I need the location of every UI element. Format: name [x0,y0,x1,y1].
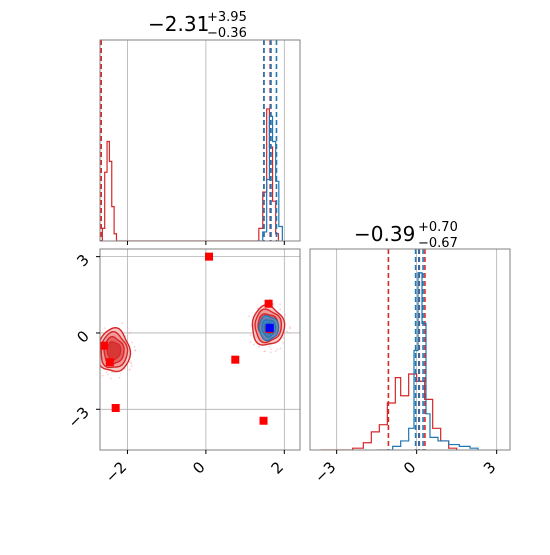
panel2-sample-point-0-69 [129,331,132,334]
panel2-sample-point-0-46 [96,344,98,346]
panel2-x-tick-label-1: 0 [189,458,208,477]
panel2-sample-point-1-13 [289,327,292,330]
panel2-sample-point-1-18 [269,351,272,354]
panel2-sample-point-0-67 [107,373,109,376]
panel2-sample-point-1-69 [288,332,291,334]
panel2-sample-point-0-40 [118,376,121,379]
panel1-title-plus: +3.95 [207,10,247,25]
axes-layer: −2 0 2 −3 0 3 −3 0 3 [64,39,511,486]
panel1-hist-series-0 [100,108,280,241]
panel2-sample-point-1-47 [279,303,282,306]
panel2-sample-point-0-26 [101,374,104,377]
panel2-red-marker-3 [205,252,214,261]
panel2-x-tick-label-2: 2 [268,458,287,477]
panel2-sample-point-1-33 [268,345,271,348]
panel2-scatter [95,249,300,450]
panel3-x-tick-label-2: 3 [480,458,499,477]
panel2-sample-point-0-62 [121,322,123,325]
panel2-sample-point-0-14 [130,364,133,367]
panel2-sample-point-1-60 [286,330,288,333]
panel1-title-minus: −0.36 [207,26,247,41]
panel2-red-marker-6 [259,416,268,425]
panel2-sample-point-1-38 [249,341,252,344]
panel2-y-tick-label-0: −3 [64,403,92,431]
panel3-x-tick-label-1: 0 [400,458,419,477]
panel2-sample-point-0-33 [124,367,127,370]
panel2-sample-point-0-49 [128,368,131,371]
panel2-red-marker-2 [111,404,120,413]
panel2-sample-point-0-59 [134,349,136,352]
panel2-sample-point-1-9 [256,307,259,310]
panel2-red-marker-5 [231,355,240,364]
panel2-red-marker-7 [264,299,273,308]
panel2-sample-point-0-5 [105,371,108,374]
panel3-title: −0.39 [354,222,415,246]
panel2-red-marker-0 [100,341,108,350]
panel2-sample-point-1-30 [276,348,279,351]
panel2-sample-point-1-67 [279,347,282,350]
panel3-title-value: −0.39 [354,222,415,246]
panel2-sample-point-0-20 [110,377,112,380]
panel2-sample-point-1-46 [274,350,277,353]
panel2-sample-point-1-66 [264,350,266,353]
panel1-title: −2.31 [148,12,209,36]
panel2-contour-0-3 [106,341,122,362]
panel1-title-value: −2.31 [148,12,209,36]
panel2-sample-point-1-59 [248,315,250,318]
panel2-sample-point-0-61 [133,346,136,348]
panel2-sample-point-0-63 [96,360,98,362]
panel1-frame [99,39,301,242]
panel2-sample-point-0-66 [131,341,133,344]
panel2-sample-point-0-3 [103,327,106,330]
panel1-histogram [100,40,285,241]
panel2-sample-point-1-0 [279,308,282,311]
panel2-sample-point-1-43 [257,346,260,348]
panel2-sample-point-1-31 [282,336,285,339]
panel3-x-tick-label-0: −3 [311,458,339,486]
panel3-title-minus: −0.67 [418,236,458,251]
panel2-frame [99,248,301,451]
panel2-y-tick-label-1: 0 [73,327,92,346]
panel2-sample-point-0-10 [130,362,133,365]
panel2-sample-point-0-47 [126,327,129,330]
panel2-sample-point-0-4 [113,371,116,374]
panel2-sample-point-1-58 [270,348,273,351]
panel2-sample-point-0-41 [128,332,130,335]
panel3-hist-series-1 [376,272,479,450]
panel2-blue-marker [265,323,274,332]
panel2-y-tick-label-2: 3 [73,251,92,270]
panel1-hist-series-1 [256,115,283,241]
panel2-sample-point-0-12 [128,361,131,364]
panel3-title-plus: +0.70 [418,220,458,235]
panel3-frame [309,248,511,451]
panel3-hist-series-0 [320,373,458,450]
panel2-sample-point-1-29 [284,314,287,316]
panel2-red-marker-1 [105,358,114,367]
panel2-sample-point-1-14 [252,343,255,346]
panel2-sample-point-0-35 [95,351,97,353]
panel2-x-tick-label-0: −2 [102,458,130,486]
panel2-sample-point-1-2 [282,341,285,344]
panel2-sample-point-1-64 [249,334,252,337]
panel3-histogram [320,249,498,450]
